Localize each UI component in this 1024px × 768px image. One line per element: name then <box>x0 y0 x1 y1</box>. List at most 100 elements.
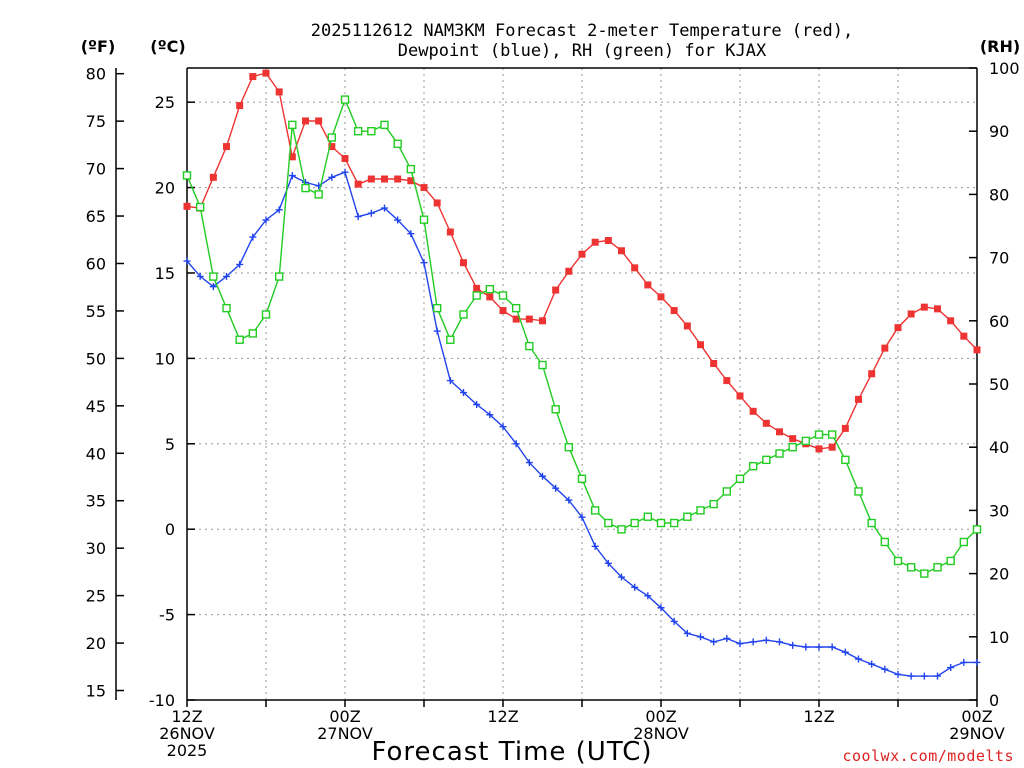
rh-point <box>656 518 666 528</box>
grid-lines <box>187 68 977 700</box>
rh-point <box>314 190 323 199</box>
rh-point <box>551 405 560 414</box>
dewpoint-point <box>183 257 191 265</box>
temperature-point <box>920 303 928 311</box>
temperature-point <box>486 293 494 301</box>
rh-point <box>419 215 429 224</box>
temperature-point <box>960 332 968 340</box>
rh-point <box>722 487 732 496</box>
temperature-point <box>407 177 415 185</box>
temperature-point <box>249 73 257 81</box>
rh-point <box>498 291 508 300</box>
fahrenheit-tick-label: 65 <box>86 207 106 226</box>
dewpoint-point <box>815 643 823 651</box>
celsius-tick-label: 25 <box>155 93 175 112</box>
dewpoint-point <box>631 583 639 591</box>
dewpoint-point <box>499 423 507 431</box>
rh-point <box>748 461 758 471</box>
temperature-point <box>934 305 941 313</box>
rh-tick-label: 70 <box>989 249 1009 268</box>
dewpoint-point <box>525 459 533 467</box>
rh-point <box>972 525 982 534</box>
dewpoint-point <box>604 559 612 567</box>
rh-point <box>195 202 205 212</box>
rh-point <box>367 126 376 136</box>
dewpoint-point <box>934 672 941 680</box>
celsius-tick-label: -10 <box>149 691 175 710</box>
temperature-point <box>789 435 797 443</box>
rh-point <box>327 133 337 142</box>
dewpoint-point <box>841 648 849 656</box>
rh-point <box>380 120 389 130</box>
rh-tick-label: 50 <box>989 375 1009 394</box>
dewpoint-point <box>196 272 204 280</box>
series-dewpoint <box>183 168 981 680</box>
temperature-point <box>723 377 731 385</box>
rh-point <box>801 436 811 446</box>
rh-point <box>630 518 639 528</box>
temperature-point <box>670 307 678 315</box>
temperature-point <box>841 424 849 432</box>
fahrenheit-tick-label: 25 <box>86 587 106 606</box>
rh-point <box>775 449 784 458</box>
dewpoint-point <box>947 664 955 672</box>
rh-tick-label: 60 <box>989 312 1009 331</box>
fahrenheit-tick-label: 40 <box>86 444 106 463</box>
celsius-tick-label: 5 <box>165 435 175 454</box>
dewpoint-point <box>381 204 388 212</box>
temperature-point <box>209 173 217 181</box>
dewpoint-point <box>644 592 652 600</box>
temperature-point <box>381 175 388 183</box>
rh-point <box>261 310 271 319</box>
rh-point <box>472 291 481 300</box>
rh-tick-label: 0 <box>989 691 999 710</box>
series-relative-humidity <box>182 95 982 578</box>
dewpoint-point <box>670 617 678 625</box>
dewpoint-point <box>776 638 783 646</box>
rh-point <box>393 139 402 149</box>
chart-title-line-1: 2025112612 NAM3KM Forecast 2-meter Tempe… <box>311 21 853 41</box>
temperature-point <box>288 153 296 161</box>
celsius-tick-label: 15 <box>155 264 175 283</box>
dewpoint-point <box>960 658 968 666</box>
series-2-meter-temperature <box>183 69 981 453</box>
temperature-point <box>183 202 191 210</box>
temperature-point <box>749 407 757 415</box>
time-tick-label: 29NOV <box>949 724 1005 743</box>
rh-point <box>485 285 495 294</box>
series-line <box>186 171 977 677</box>
dewpoint-point <box>565 496 573 504</box>
fahrenheit-tick-label: 70 <box>86 160 106 179</box>
dewpoint-point <box>236 260 244 268</box>
rh-point <box>841 455 850 465</box>
rh-point <box>459 310 468 319</box>
credit-link[interactable]: coolwx.com/modelts <box>842 747 1014 765</box>
dewpoint-point <box>683 629 691 637</box>
temperature-point <box>591 238 599 246</box>
temperature-point <box>565 267 573 275</box>
rh-point <box>906 563 916 572</box>
rh-point <box>867 518 876 528</box>
temperature-point <box>446 228 454 236</box>
time-tick-label: 12Z <box>803 707 834 726</box>
temperature-point <box>262 69 270 77</box>
time-tick-label: 00Z <box>645 707 676 726</box>
rh-point <box>301 183 310 193</box>
temperature-point <box>525 315 533 323</box>
dewpoint-point <box>354 213 362 221</box>
axes: 1520253035404550556065707580-10-50510152… <box>86 59 1020 760</box>
fahrenheit-tick-label: 30 <box>86 539 106 558</box>
temperature-point <box>683 322 691 330</box>
fahrenheit-axis-unit: (ºF) <box>81 37 116 56</box>
dewpoint-point <box>328 173 336 181</box>
temperature-point <box>710 360 718 368</box>
dewpoint-point <box>446 377 454 385</box>
rh-point <box>604 518 613 528</box>
dewpoint-point <box>209 283 217 291</box>
rh-tick-label: 20 <box>989 565 1009 584</box>
rh-point <box>446 335 455 344</box>
rh-point <box>920 569 929 578</box>
celsius-tick-label: 10 <box>155 349 175 368</box>
dewpoint-point <box>828 643 836 651</box>
temperature-point <box>736 392 744 400</box>
